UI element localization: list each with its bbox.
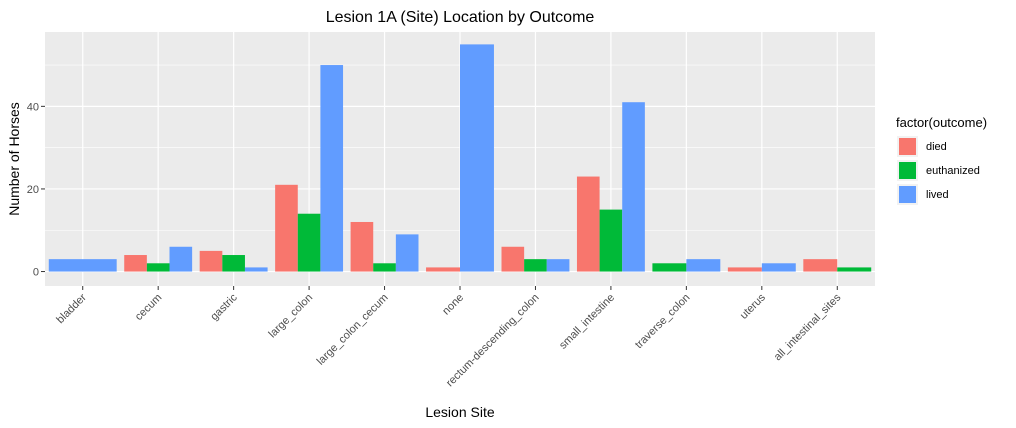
y-tick-label: 0 (33, 267, 39, 279)
bar-euthanized-rectum-descending_colon (524, 259, 547, 272)
bar-euthanized-gastric (222, 255, 245, 272)
bar-euthanized-traverse_colon (652, 263, 687, 272)
legend-swatch-euthanized (899, 162, 916, 179)
bar-died-gastric (199, 250, 223, 272)
bar-lived-rectum-descending_colon (546, 259, 570, 272)
bar-lived-none (460, 44, 494, 272)
bar-died-small_intestine (576, 176, 600, 272)
legend-title: factor(outcome) (896, 115, 987, 130)
chart-title: Lesion 1A (Site) Location by Outcome (326, 9, 595, 26)
bar-lived-bladder (48, 259, 117, 272)
x-tick-label: none (440, 292, 466, 318)
bar-lived-traverse_colon (686, 259, 721, 272)
x-axis-title: Lesion Site (425, 404, 494, 420)
bar-died-cecum (124, 255, 147, 272)
bar-lived-large_colon (320, 65, 344, 272)
legend-label-euthanized: euthanized (926, 165, 980, 177)
bars (48, 44, 872, 272)
bar-died-uterus (727, 267, 762, 272)
x-tick-label: gastric (208, 291, 240, 323)
x-tick-label: small_intestine (557, 292, 617, 352)
x-tick-label: large_colon (267, 292, 316, 341)
x-tick-label: cecum (133, 292, 164, 323)
bar-euthanized-all_intestinal_sites (837, 267, 872, 272)
x-tick-label: all_intestinal_sites (772, 291, 844, 363)
bar-lived-gastric (244, 267, 268, 272)
bar-euthanized-large_colon_cecum (373, 263, 396, 272)
bar-lived-small_intestine (622, 102, 645, 272)
bar-lived-uterus (761, 263, 796, 272)
legend-swatch-died (899, 138, 916, 155)
bar-euthanized-large_colon (297, 213, 321, 272)
legend: factor(outcome) died euthanized lived (896, 115, 987, 205)
x-tick-label: uterus (738, 291, 768, 321)
y-axis: 0 20 40 (27, 101, 45, 279)
bar-died-large_colon_cecum (350, 221, 374, 272)
legend-label-lived: lived (926, 189, 949, 201)
x-tick-label: bladder (54, 291, 89, 326)
legend-label-died: died (926, 141, 947, 153)
y-axis-title: Number of Horses (6, 102, 22, 216)
y-tick-label: 20 (27, 184, 39, 196)
bar-died-rectum-descending_colon (501, 246, 525, 272)
bar-euthanized-small_intestine (599, 209, 623, 272)
bar-died-all_intestinal_sites (803, 259, 838, 272)
bar-lived-cecum (169, 246, 193, 272)
bar-died-large_colon (275, 184, 298, 272)
bar-died-none (426, 267, 460, 272)
y-tick-label: 40 (27, 101, 39, 113)
x-tick-label: large_colon_cecum (315, 292, 391, 368)
x-tick-label: traverse_colon (633, 292, 693, 352)
bar-lived-large_colon_cecum (395, 234, 419, 272)
legend-swatch-lived (899, 186, 916, 203)
x-axis: bladder cecum gastric large_colon large_colo… (54, 286, 844, 389)
bar-euthanized-cecum (146, 263, 170, 272)
